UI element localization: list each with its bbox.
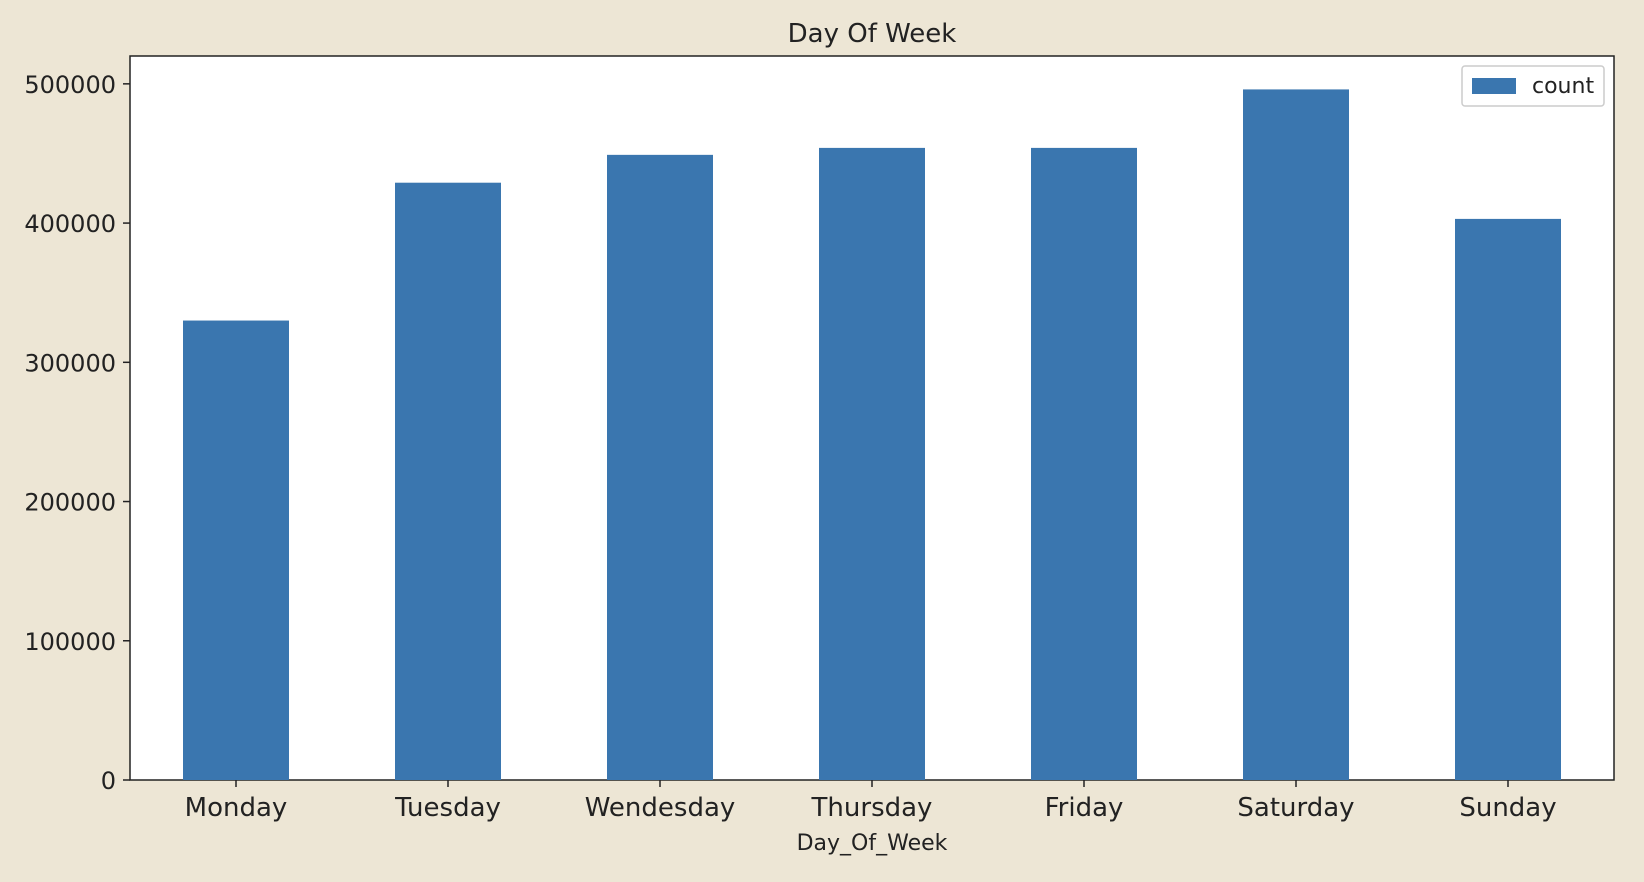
x-tick-label: Wendesday [585,793,736,823]
bar-wendesday [607,154,713,780]
legend: count [1461,65,1605,107]
x-tick-label: Monday [185,793,288,823]
y-tick-label: 200000 [24,489,116,517]
x-tick-label: Tuesday [394,793,501,823]
x-tick-label: Saturday [1237,793,1354,823]
chart-title: Day Of Week [788,19,957,49]
legend-label: count [1532,74,1594,99]
x-tick-label: Sunday [1459,793,1556,823]
x-axis-label: Day_Of_Week [797,831,948,856]
y-axis: 0 100000 200000 300000 400000 500000 [24,71,130,795]
bar-tuesday [395,182,501,780]
bar-thursday [819,147,925,780]
legend-box [1461,65,1605,107]
y-tick-label: 400000 [24,210,116,238]
x-tick-label: Thursday [811,793,933,823]
bars-group [183,89,1561,780]
y-tick-label: 100000 [24,628,116,656]
x-axis: Monday Tuesday Wendesday Thursday Friday Satu… [185,780,1557,823]
y-tick-label: 300000 [24,349,116,377]
bar-monday [183,320,289,780]
bar-friday [1031,147,1137,780]
bar-sunday [1455,218,1561,780]
x-tick-label: Friday [1045,793,1124,823]
y-tick-label: 0 [101,767,116,795]
legend-swatch [1472,78,1516,94]
bar-saturday [1243,89,1349,780]
y-tick-label: 500000 [24,71,116,99]
